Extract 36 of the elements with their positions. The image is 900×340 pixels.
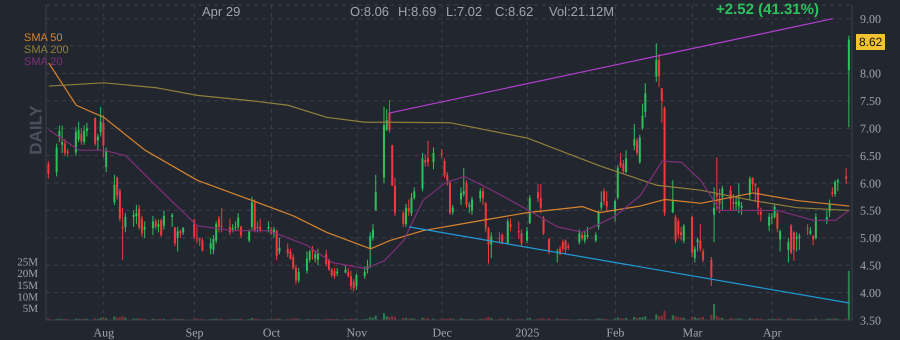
annotation: H:8.69 xyxy=(398,4,436,19)
y-tick-label: 3.50 xyxy=(860,313,881,328)
y-tick-label: 4.50 xyxy=(860,258,881,272)
y2-tick-label: 15M xyxy=(17,280,38,292)
x-tick-label: Mar xyxy=(682,326,702,340)
y-tick-label: 9.00 xyxy=(860,12,881,26)
annotation: Vol:21.12M xyxy=(549,4,614,19)
annotation: O:8.06 xyxy=(350,4,390,19)
y-tick-label: 8.00 xyxy=(860,66,881,81)
y2-tick-label: 5M xyxy=(22,303,38,316)
y2-tick-label: 25M xyxy=(17,256,38,269)
annotation: +2.52 (41.31%) xyxy=(716,1,819,18)
y2-tick-label: 10M xyxy=(17,292,38,304)
x-tick-label: Sep xyxy=(186,326,204,340)
text: SMA 50 xyxy=(24,32,64,44)
annotation: C:8.62 xyxy=(495,4,534,19)
y-tick-label: 5.00 xyxy=(860,231,881,246)
text: SMA 20 xyxy=(24,56,64,68)
x-tick-label: Oct xyxy=(262,326,281,340)
y-tick-label: 6.50 xyxy=(860,148,881,163)
x-tick-label: Aug xyxy=(93,326,114,340)
x-tick-label: 2025 xyxy=(515,326,540,340)
annotation: Apr 29 xyxy=(202,4,240,19)
text: SMA 200 xyxy=(24,44,69,56)
y-tick-label: 4.00 xyxy=(860,286,881,300)
x-tick-label: Feb xyxy=(606,326,624,340)
y-tick-label: 7.00 xyxy=(860,122,881,136)
y-tick-label: 6.00 xyxy=(860,176,881,190)
y-tick-label: 7.50 xyxy=(860,94,881,108)
annotation: L:7.02 xyxy=(446,4,482,19)
y-tick-label: 5.50 xyxy=(860,204,881,218)
x-tick-label: Nov xyxy=(346,326,368,340)
y2-tick-label: 20M xyxy=(17,268,38,280)
text: 8.62 xyxy=(856,34,886,50)
x-tick-label: Apr xyxy=(762,326,782,340)
x-tick-label: Dec xyxy=(432,326,452,340)
